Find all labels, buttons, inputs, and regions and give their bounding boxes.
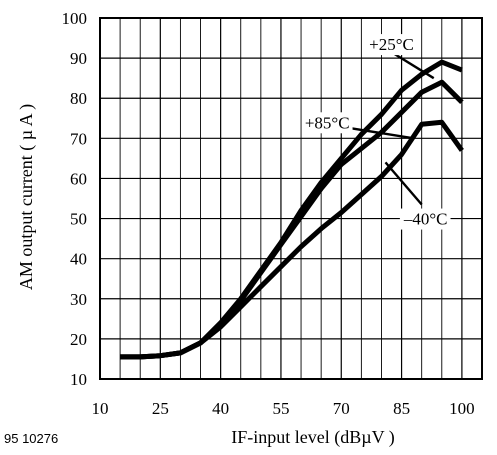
y-tick-label: 40: [70, 250, 87, 269]
x-tick-labels: 10 25 40 55 70 85 100: [92, 399, 475, 418]
x-tick-label: 55: [272, 399, 289, 418]
annotations: +25°C +85°C –40°C: [301, 34, 451, 230]
y-axis-label: AM output current ( µ A ): [16, 104, 37, 290]
annotation-label: +25°C: [369, 35, 414, 54]
y-tick-label: 80: [70, 89, 87, 108]
annotation-label: +85°C: [305, 113, 350, 132]
annotation-leader: [390, 51, 435, 80]
y-tick-label: 20: [70, 330, 87, 349]
x-tick-label: 100: [449, 399, 475, 418]
x-tick-label: 10: [92, 399, 109, 418]
figure-id: 95 10276: [4, 431, 58, 446]
series-line: [120, 119, 464, 360]
annotation-leader: [351, 127, 414, 140]
annotation-label: –40°C: [403, 210, 448, 229]
annotation-background: [366, 34, 417, 56]
y-tick-label: 100: [62, 9, 88, 28]
series-lines: [120, 59, 464, 360]
plot-border: [99, 17, 483, 380]
y-tick-label: 90: [70, 49, 87, 68]
y-tick-label: 10: [70, 370, 87, 389]
y-tick-label: 30: [70, 290, 87, 309]
x-axis-label: IF-input level (dBµV ): [231, 427, 395, 448]
y-tick-label: 60: [70, 169, 87, 188]
x-tick-label: 70: [333, 399, 350, 418]
annotation-background: [301, 112, 353, 134]
y-tick-label: 50: [70, 210, 87, 229]
y-tick-label: 70: [70, 129, 87, 148]
x-tick-label: 85: [393, 399, 410, 418]
x-tick-label: 40: [212, 399, 229, 418]
y-tick-labels: 10 20 30 40 50 60 70 80 90 100: [62, 9, 88, 389]
x-tick-label: 25: [152, 399, 169, 418]
annotation-background: [399, 208, 451, 230]
plot-frame: [99, 17, 483, 380]
annotation-leader: [384, 161, 423, 206]
